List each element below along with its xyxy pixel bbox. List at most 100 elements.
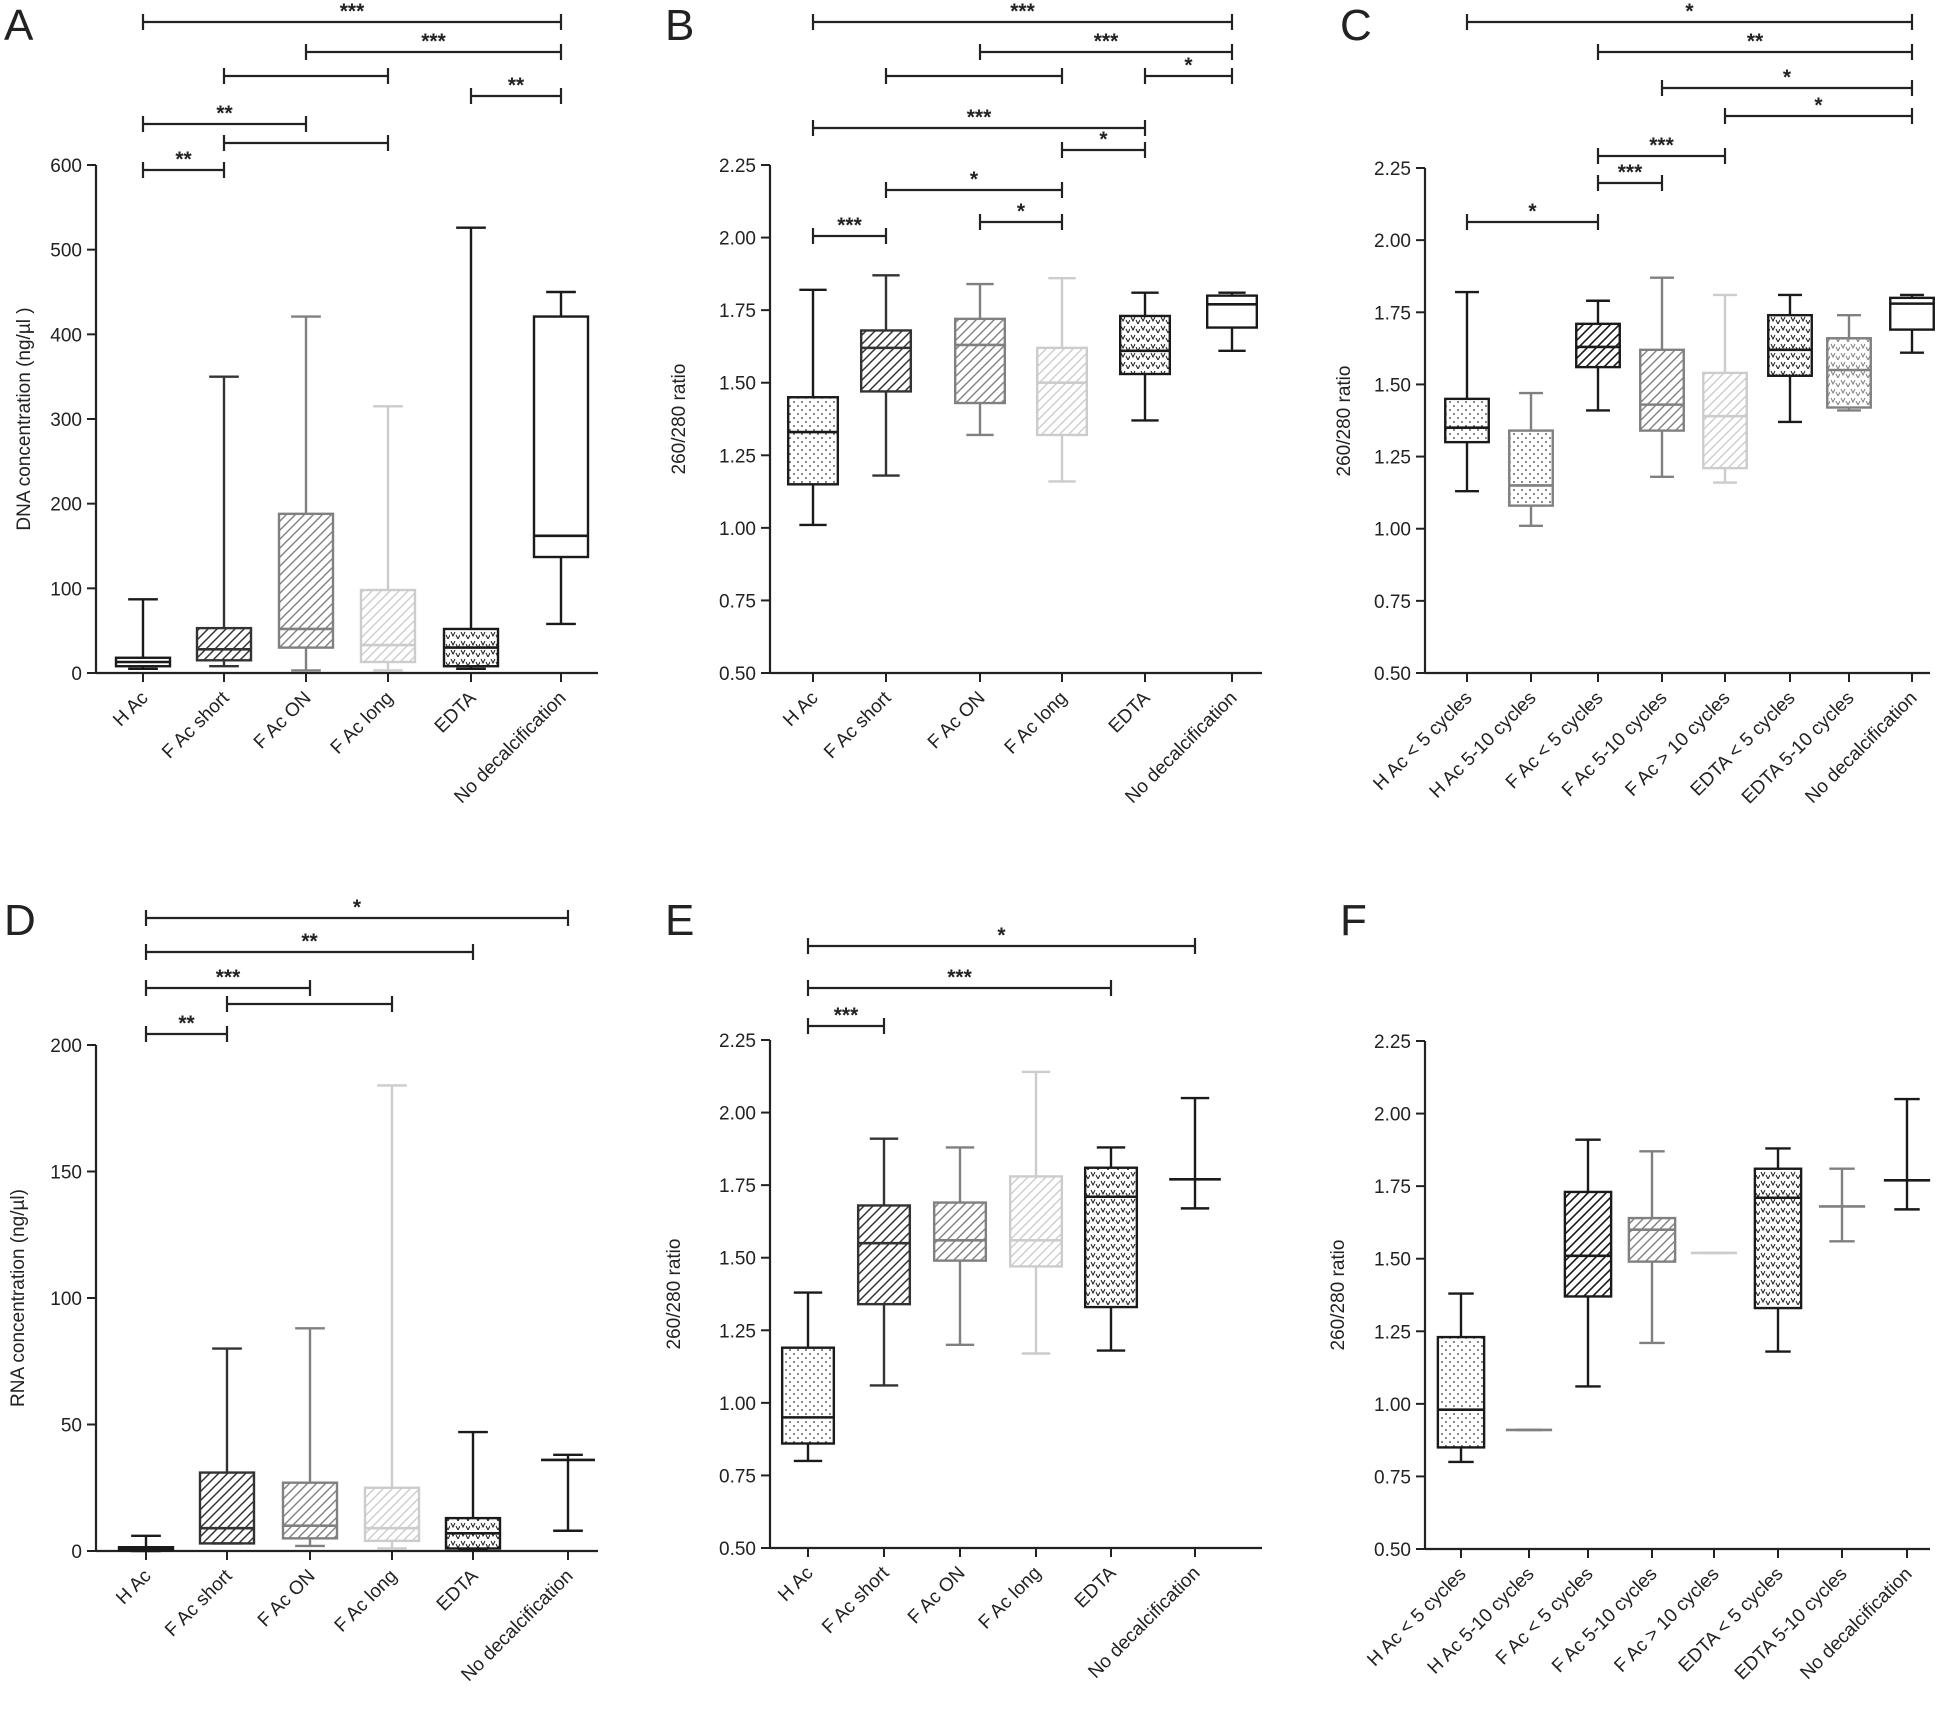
y-tick-label: 0.50 [1374,1540,1411,1561]
box-5 [442,226,500,670]
iqr-box [1035,346,1089,437]
significance-label: ** [301,930,318,953]
box-2 [195,375,253,668]
y-tick-label: 200 [50,1036,82,1057]
iqr-box [1826,337,1872,409]
y-axis-title: RNA concentration (ng/µl) [8,1189,29,1407]
panel-letter: C [1340,1,1372,50]
box-4 [1627,1150,1677,1345]
box-7 [1818,1167,1866,1243]
significance-bracket: ** [144,1012,229,1042]
significance-bracket: * [1723,94,1914,124]
iqr-box [1444,397,1490,444]
iqr-box [1627,1216,1677,1263]
y-tick-label: 500 [50,241,82,262]
box-8 [1883,1097,1931,1211]
significance-label: * [1814,94,1823,117]
significance-bracket: * [806,924,1197,954]
significance-bracket: * [1660,66,1914,96]
significance-label: *** [1010,0,1035,23]
x-category-label: EDTA [1105,687,1155,737]
significance-bracket [222,68,390,84]
x-category-label: EDTA 5-10 cycles [1738,688,1859,809]
y-axis-title: 260/280 ratio [669,364,690,475]
y-tick-label: 200 [50,495,82,516]
box-5 [1702,293,1748,484]
significance-bracket: * [884,168,1064,198]
x-category-label: F Ac short [161,1565,237,1641]
significance-label: *** [421,30,446,53]
significance-label: * [1184,54,1193,77]
significance-label: * [970,168,979,191]
iqr-box [359,588,417,664]
significance-label: *** [216,966,241,989]
y-tick-label: 2.00 [719,1104,756,1125]
iqr-box [1753,1167,1803,1310]
y-tick-label: 1.00 [1374,1395,1411,1416]
y-tick-label: 1.25 [719,446,756,467]
y-axis-title: 260/280 ratio [664,1239,685,1350]
significance-bracket [884,68,1064,84]
y-tick-label: 2.25 [1374,159,1411,180]
y-tick-label: 1.00 [719,1394,756,1415]
significance-bracket: ** [144,930,475,960]
box-1 [114,598,172,670]
y-axis-title: 260/280 ratio [1328,1240,1349,1351]
y-tick-label: 0.50 [719,664,756,685]
box-4 [1639,276,1685,478]
significance-bracket: *** [811,106,1147,136]
significance-label: * [1685,0,1694,23]
y-tick-label: 2.25 [1374,1032,1411,1053]
x-category-label: H Ac [774,1563,817,1606]
significance-bracket [225,996,394,1012]
y-tick-label: 1.75 [1374,303,1411,324]
significance-bracket: *** [144,966,312,996]
significance-label: * [353,896,362,919]
iqr-box [859,329,913,393]
y-tick-label: 1.25 [719,1321,756,1342]
box-2 [856,1137,912,1387]
y-tick-label: 2.00 [1374,1105,1411,1126]
iqr-box [1436,1335,1486,1449]
significance-bracket: *** [141,0,563,30]
x-category-label: F Ac long [1001,688,1072,759]
iqr-box [1575,322,1621,369]
panel-letter: B [665,1,694,50]
box-1 [786,288,840,527]
y-tick-label: 2.25 [719,1031,756,1052]
box-3 [1575,299,1621,412]
iqr-box [1008,1175,1064,1268]
iqr-box [953,317,1007,405]
significance-label: ** [178,1012,195,1035]
iqr-box [1508,429,1554,507]
y-tick-label: 2.25 [719,156,756,177]
significance-bracket: *** [806,966,1113,996]
significance-bracket: * [1060,128,1147,158]
x-category-label: F Ac short [820,687,896,763]
panel-letter: D [4,896,36,945]
box-6 [1767,293,1813,424]
box-1 [117,1534,175,1553]
y-tick-label: 400 [50,325,82,346]
panel-e: E 0.50 0.75 1.00 1.25 1.50 1.75 2.00 2.25 260/280… [664,896,1262,1683]
significance-label: *** [1649,134,1674,157]
y-tick-label: 1.50 [1374,1250,1411,1271]
x-category-label: No decalcification [1796,1564,1916,1684]
box-1 [1444,290,1490,493]
iqr-box [1702,371,1748,470]
y-tick-label: 600 [50,156,82,177]
x-category-label: F Ac > 10 cycles [1610,1564,1723,1677]
significance-bracket: * [1143,54,1234,84]
y-tick-label: 1.25 [1374,1322,1411,1343]
significance-bracket: *** [978,30,1234,60]
iqr-box [856,1204,912,1306]
significance-label: * [997,924,1006,947]
iqr-box [1083,1166,1139,1309]
significance-label: * [1099,128,1108,151]
significance-label: ** [1747,30,1764,53]
significance-label: *** [1094,30,1119,53]
x-category-label: EDTA 5-10 cycles [1731,1564,1852,1685]
iqr-box [780,1346,836,1445]
iqr-box [1639,348,1685,432]
significance-bracket: * [144,896,570,926]
